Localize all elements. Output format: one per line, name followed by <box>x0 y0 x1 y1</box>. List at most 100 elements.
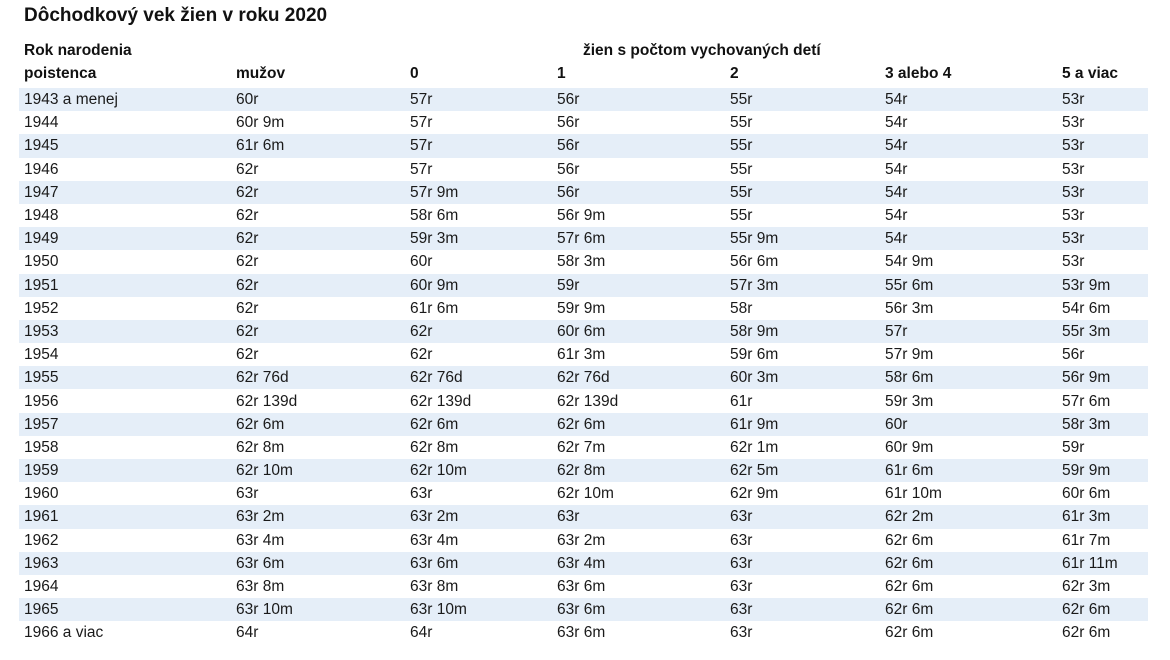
retirement-age-cell: 54r <box>880 227 1057 251</box>
header-col-children-5-plus: 5 a viac <box>1062 65 1119 82</box>
retirement-age-cell: 62r <box>231 273 405 297</box>
retirement-age-cell: 63r 6m <box>552 574 725 599</box>
table-row: 1956 62r 139d 62r 139d 62r 139d 61r 59r 3m 57r… <box>19 389 1148 413</box>
retirement-age-cell: 57r <box>405 134 552 158</box>
retirement-age-cell: 53r <box>1057 111 1148 135</box>
retirement-age-cell: 59r 6m <box>725 343 880 367</box>
birth-year-cell: 1951 <box>19 273 231 297</box>
birth-year-cell: 1950 <box>19 250 231 274</box>
retirement-age-cell: 54r 9m <box>880 250 1057 274</box>
retirement-age-cell: 62r 6m <box>1057 621 1148 645</box>
retirement-age-cell: 60r <box>231 88 405 112</box>
retirement-age-cell: 56r <box>552 157 725 181</box>
retirement-age-cell: 62r 7m <box>552 435 725 459</box>
table-body: 1943 a menej 60r 57r 56r 55r 54r 53r 1944 60r 9m… <box>19 88 1148 645</box>
birth-year-cell: 1947 <box>19 180 231 204</box>
table-row: 1966 a viac 64r 64r 63r 6m 63r 62r 6m 62r 6m <box>19 621 1148 645</box>
birth-year-cell: 1952 <box>19 296 231 320</box>
table-row: 1955 62r 76d 62r 76d 62r 76d 60r 3m 58r 6m 56r… <box>19 366 1148 390</box>
retirement-age-cell: 62r <box>231 343 405 367</box>
birth-year-cell: 1956 <box>19 389 231 413</box>
table-row: 1959 62r 10m 62r 10m 62r 8m 62r 5m 61r 6m 59r … <box>19 459 1148 483</box>
retirement-age-cell: 64r <box>405 621 552 645</box>
birth-year-cell: 1955 <box>19 366 231 390</box>
birth-year-cell: 1962 <box>19 528 231 552</box>
page-title: Dôchodkový vek žien v roku 2020 <box>24 5 328 26</box>
retirement-age-cell: 54r <box>880 134 1057 158</box>
retirement-age-cell: 54r <box>880 111 1057 135</box>
table-row: 1954 62r 62r 61r 3m 59r 6m 57r 9m 56r <box>19 343 1148 367</box>
retirement-age-cell: 63r <box>231 482 405 506</box>
retirement-age-cell: 56r 9m <box>552 203 725 228</box>
retirement-age-cell: 62r 10m <box>405 459 552 483</box>
retirement-age-cell: 62r 76d <box>405 366 552 390</box>
retirement-age-cell: 57r <box>880 319 1057 344</box>
table-row: 1951 62r 60r 9m 59r 57r 3m 55r 6m 53r 9m <box>19 273 1148 297</box>
retirement-age-cell: 57r 6m <box>1057 389 1148 413</box>
retirement-age-cell: 63r <box>552 505 725 529</box>
retirement-age-cell: 63r 6m <box>552 621 725 645</box>
retirement-age-cell: 55r 3m <box>1057 319 1148 344</box>
table-row: 1958 62r 8m 62r 8m 62r 7m 62r 1m 60r 9m 59r <box>19 435 1148 459</box>
retirement-age-cell: 63r 8m <box>231 574 405 599</box>
retirement-age-cell: 53r <box>1057 88 1148 112</box>
retirement-age-cell: 63r 4m <box>231 528 405 552</box>
birth-year-cell: 1958 <box>19 435 231 459</box>
retirement-age-cell: 57r 6m <box>552 227 725 251</box>
birth-year-cell: 1953 <box>19 319 231 344</box>
retirement-age-cell: 54r <box>880 88 1057 112</box>
retirement-age-cell: 60r <box>405 250 552 274</box>
retirement-age-cell: 53r <box>1057 157 1148 181</box>
table-row: 1953 62r 62r 60r 6m 58r 9m 57r 55r 3m <box>19 319 1148 344</box>
retirement-age-cell: 63r 4m <box>552 551 725 575</box>
retirement-age-cell: 62r 139d <box>231 389 405 413</box>
retirement-age-cell: 53r <box>1057 180 1148 204</box>
birth-year-cell: 1943 a menej <box>19 88 231 112</box>
table-row: 1961 63r 2m 63r 2m 63r 63r 62r 2m 61r 3m <box>19 505 1148 529</box>
retirement-age-cell: 59r 9m <box>552 296 725 320</box>
retirement-age-cell: 62r 2m <box>880 505 1057 529</box>
retirement-age-cell: 57r <box>405 157 552 181</box>
retirement-age-cell: 62r <box>231 203 405 228</box>
table-row: 1960 63r 63r 62r 10m 62r 9m 61r 10m 60r 6m <box>19 482 1148 506</box>
retirement-age-cell: 54r <box>880 180 1057 204</box>
retirement-age-cell: 58r <box>725 296 880 320</box>
header-birth-year-line1: Rok narodenia <box>24 42 132 59</box>
retirement-age-cell: 54r 6m <box>1057 296 1148 320</box>
retirement-age-cell: 55r 9m <box>725 227 880 251</box>
retirement-age-cell: 55r <box>725 180 880 204</box>
retirement-age-cell: 62r 10m <box>231 459 405 483</box>
retirement-age-cell: 61r 11m <box>1057 551 1148 575</box>
header-col-children-1: 1 <box>557 65 566 82</box>
retirement-age-cell: 58r 6m <box>880 366 1057 390</box>
retirement-age-cell: 55r <box>725 134 880 158</box>
retirement-age-cell: 63r 2m <box>552 528 725 552</box>
retirement-age-cell: 62r 9m <box>725 482 880 506</box>
table-row: 1946 62r 57r 56r 55r 54r 53r <box>19 157 1148 181</box>
table-row: 1943 a menej 60r 57r 56r 55r 54r 53r <box>19 88 1148 112</box>
birth-year-cell: 1957 <box>19 412 231 436</box>
retirement-age-cell: 59r <box>1057 435 1148 459</box>
retirement-age-cell: 57r 9m <box>405 180 552 204</box>
retirement-age-cell: 62r <box>231 250 405 274</box>
birth-year-cell: 1960 <box>19 482 231 506</box>
retirement-age-cell: 61r 7m <box>1057 528 1148 552</box>
retirement-age-cell: 55r <box>725 203 880 228</box>
retirement-age-cell: 63r 8m <box>405 574 552 599</box>
retirement-age-cell: 55r <box>725 88 880 112</box>
retirement-age-cell: 53r <box>1057 227 1148 251</box>
retirement-age-cell: 62r 10m <box>552 482 725 506</box>
retirement-age-cell: 56r <box>1057 343 1148 367</box>
birth-year-cell: 1965 <box>19 598 231 622</box>
table-row: 1949 62r 59r 3m 57r 6m 55r 9m 54r 53r <box>19 227 1148 251</box>
retirement-age-cell: 57r 9m <box>880 343 1057 367</box>
retirement-age-cell: 61r 3m <box>552 343 725 367</box>
table-row: 1964 63r 8m 63r 8m 63r 6m 63r 62r 6m 62r 3m <box>19 574 1148 599</box>
retirement-age-cell: 53r <box>1057 203 1148 228</box>
table-row: 1957 62r 6m 62r 6m 62r 6m 61r 9m 60r 58r 3m <box>19 412 1148 436</box>
header-col-men: mužov <box>236 65 286 82</box>
retirement-age-cell: 62r 6m <box>552 412 725 436</box>
header-col-children-2: 2 <box>730 65 739 82</box>
birth-year-cell: 1954 <box>19 343 231 367</box>
retirement-age-cell: 62r 5m <box>725 459 880 483</box>
